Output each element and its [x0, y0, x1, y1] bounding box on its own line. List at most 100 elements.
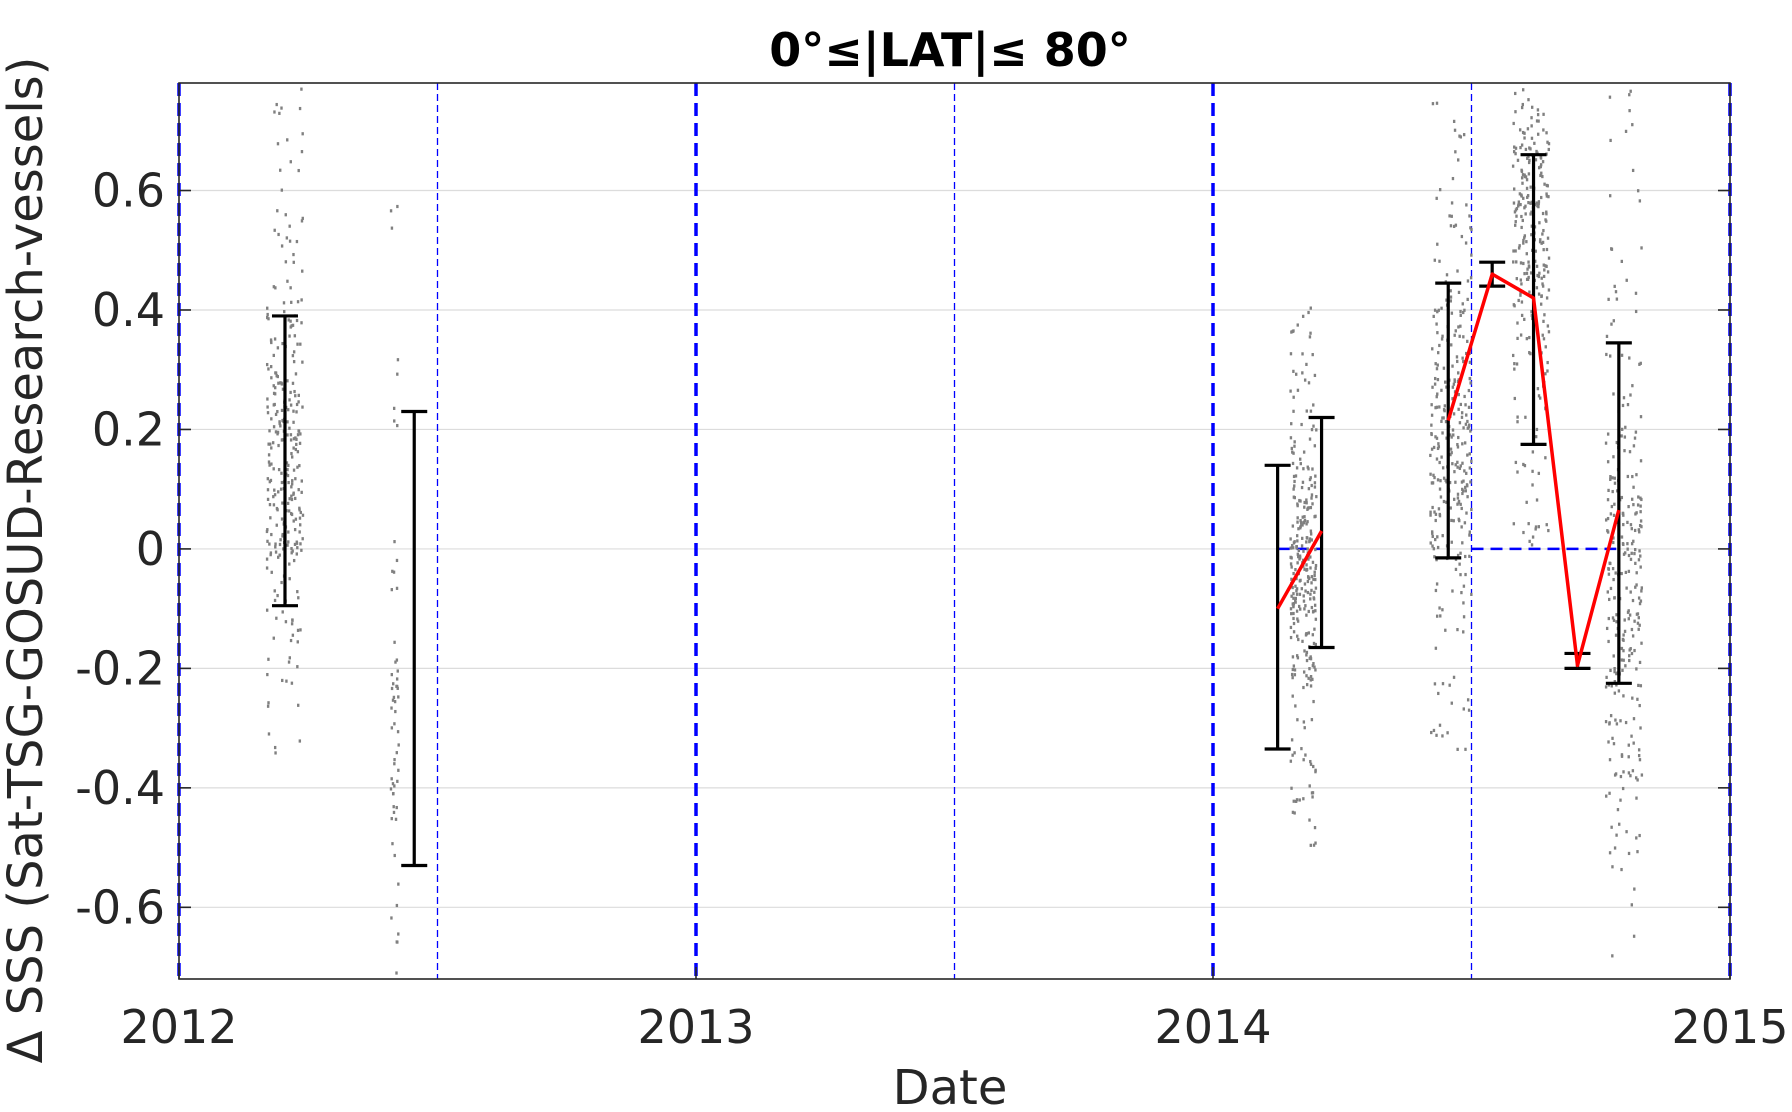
scatter-point: [1311, 353, 1314, 357]
scatter-point: [1636, 621, 1640, 625]
scatter-point: [1302, 599, 1306, 603]
scatter-point: [1464, 241, 1468, 245]
scatter-point: [274, 386, 277, 390]
scatter-point: [1292, 409, 1295, 413]
scatter-point: [281, 678, 284, 683]
scatter-point: [1298, 607, 1302, 611]
scatter-point: [300, 479, 303, 483]
scatter-point: [390, 706, 393, 710]
scatter-point: [1516, 158, 1520, 162]
scatter-point: [282, 301, 286, 305]
scatter-point: [397, 695, 400, 699]
scatter-point: [1292, 541, 1296, 545]
scatter-point: [1459, 464, 1462, 468]
scatter-point: [1461, 487, 1464, 491]
scatter-point: [1303, 567, 1306, 571]
scatter-point: [1302, 797, 1305, 801]
scatter-point: [1290, 446, 1294, 451]
scatter-point: [1614, 772, 1618, 776]
scatter-point: [1622, 513, 1625, 517]
scatter-point: [1462, 584, 1466, 588]
scatter-point: [1537, 201, 1540, 206]
scatter-point: [1459, 573, 1462, 577]
scatter-point: [1637, 528, 1641, 532]
scatter-point: [270, 417, 273, 421]
scatter-point: [1310, 496, 1313, 500]
scatter-point: [1434, 588, 1438, 593]
scatter-point: [392, 805, 395, 809]
scatter-point: [1436, 310, 1439, 314]
scatter-point: [1463, 308, 1466, 312]
scatter-point: [1539, 173, 1542, 178]
scatter-point: [1310, 428, 1314, 432]
scatter-point: [1462, 335, 1465, 339]
scatter-point: [1525, 186, 1529, 190]
scatter-point: [390, 588, 394, 592]
scatter-point: [1536, 204, 1539, 208]
scatter-point: [1612, 577, 1615, 582]
scatter-point: [1612, 654, 1615, 658]
x-tick-label: 2013: [637, 1000, 754, 1054]
scatter-point: [1438, 405, 1441, 409]
scatter-point: [1459, 135, 1463, 139]
scatter-point: [299, 342, 302, 346]
scatter-point: [1309, 555, 1312, 559]
scatter-point: [292, 420, 295, 424]
scatter-point: [1296, 656, 1300, 660]
scatter-point: [265, 362, 269, 367]
scatter-point: [396, 730, 400, 734]
scatter-point: [397, 882, 400, 886]
scatter-point: [1449, 289, 1452, 293]
scatter-point: [1435, 614, 1439, 618]
scatter-point: [1464, 485, 1467, 490]
scatter-point: [1541, 284, 1545, 288]
scatter-point: [288, 398, 291, 402]
scatter-point: [1452, 497, 1456, 501]
scatter-point: [1620, 658, 1624, 662]
scatter-point: [1530, 313, 1534, 317]
scatter-point: [392, 570, 396, 574]
scatter-point: [1306, 590, 1310, 595]
scatter-point: [1292, 799, 1295, 803]
scatter-point: [1522, 261, 1525, 266]
scatter-point: [1301, 523, 1304, 527]
scatter-point: [290, 681, 294, 685]
scatter-point: [1522, 238, 1525, 243]
scatter-point: [1633, 619, 1636, 623]
scatter-point: [1293, 811, 1296, 815]
scatter-point: [1522, 530, 1525, 535]
scatter-point: [1314, 642, 1317, 647]
scatter-point: [1456, 492, 1460, 496]
scatter-point: [1608, 194, 1612, 198]
scatter-point: [274, 545, 277, 549]
scatter-point: [1441, 534, 1444, 538]
scatter-point: [274, 550, 278, 554]
scatter-point: [1545, 192, 1548, 196]
scatter-point: [1430, 447, 1434, 451]
scatter-point: [1527, 154, 1530, 159]
scatter-point: [292, 492, 295, 496]
scatter-point: [1433, 376, 1437, 381]
scatter-point: [1290, 738, 1294, 742]
scatter-point: [1626, 542, 1629, 546]
scatter-point: [1293, 444, 1296, 448]
scatter-point: [266, 672, 269, 677]
scatter-point: [1514, 460, 1518, 465]
scatter-point: [1429, 472, 1432, 476]
scatter-point: [1296, 552, 1300, 556]
scatter-point: [1630, 551, 1633, 555]
scatter-point: [1547, 330, 1551, 334]
scatter-point: [1295, 466, 1299, 470]
scatter-point: [1545, 247, 1549, 252]
scatter-point: [1547, 288, 1551, 292]
scatter-point: [1523, 272, 1526, 276]
scatter-point: [1609, 512, 1613, 516]
scatter-point: [1299, 462, 1302, 466]
scatter-point: [280, 438, 284, 442]
scatter-point: [1312, 597, 1316, 601]
scatter-point: [1540, 171, 1543, 175]
scatter-point: [390, 673, 394, 677]
scatter-point: [269, 365, 273, 369]
scatter-point: [1313, 573, 1316, 578]
scatter-point: [1465, 511, 1468, 515]
